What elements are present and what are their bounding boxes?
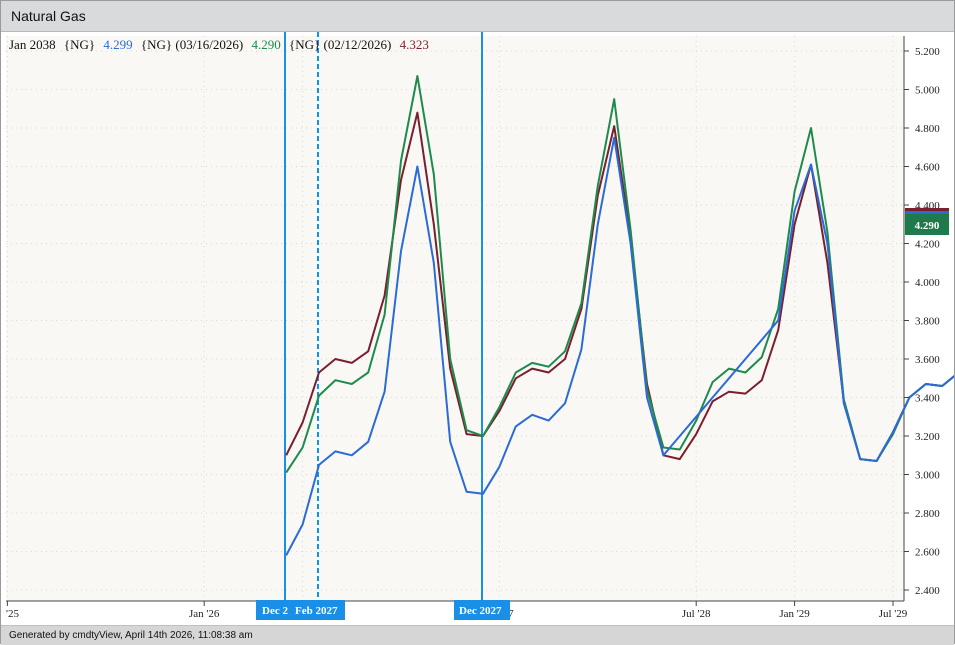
- series-line-1: [285, 136, 955, 556]
- legend-prefix: Jan 2038: [9, 37, 56, 52]
- series-group: [285, 75, 955, 556]
- y-tick-label: 2.800: [915, 508, 940, 520]
- cursor-label-3-bg: [454, 600, 510, 620]
- y-tick-label: 3.800: [915, 316, 940, 328]
- last-value-badge-blue: [905, 211, 949, 214]
- last-value-text: 4.290: [915, 220, 940, 232]
- y-tick-label: 5.000: [915, 85, 940, 97]
- y-tick-label: 4.600: [915, 162, 940, 174]
- legend-label-2: {NG} (03/16/2026): [141, 37, 243, 52]
- cursor-label-2: Feb 2027: [295, 605, 338, 617]
- legend: Jan 2038 {NG} 4.299 {NG} (03/16/2026) 4.…: [9, 37, 429, 52]
- footer-bar: Generated by cmdtyView, April 14th 2026,…: [1, 625, 954, 645]
- x-tick-label: Jul '28: [682, 608, 711, 620]
- chart-svg[interactable]: 2.400 2.600 2.800 3.000 3.200 3.400 3.600 3.800…: [1, 32, 955, 625]
- cursor-label-1-group[interactable]: Dec 2 Feb 2027: [256, 600, 345, 620]
- footer-text: Generated by cmdtyView, April 14th 2026,…: [9, 630, 253, 641]
- x-tick-label: '25: [6, 608, 19, 620]
- y-axis-ticks: 2.400 2.600 2.800 3.000 3.200 3.400 3.600 3.800…: [904, 46, 940, 597]
- x-tick-label: Jul '29: [879, 608, 908, 620]
- cursor-label-1-bg: [256, 600, 345, 620]
- legend-label-3: {NG} (02/12/2026): [289, 37, 391, 52]
- y-tick-label: 4.200: [915, 239, 940, 251]
- chart-area[interactable]: 2.400 2.600 2.800 3.000 3.200 3.400 3.600 3.800…: [1, 32, 955, 625]
- plot-background: [6, 36, 904, 601]
- y-tick-label: 2.600: [915, 547, 940, 559]
- y-tick-label: 3.000: [915, 470, 940, 482]
- last-value-badge-green: [905, 214, 949, 235]
- x-tick-label: Jan '29: [779, 608, 810, 620]
- legend-value-3: 4.323: [400, 37, 429, 52]
- legend-value-2: 4.290: [252, 37, 281, 52]
- grid-lines: [6, 36, 904, 601]
- x-tick-label: Jan '26: [189, 608, 220, 620]
- cursor-lines: [284, 32, 483, 601]
- last-value-badge: 4.290: [905, 208, 949, 235]
- legend-value-1: 4.299: [103, 37, 132, 52]
- y-tick-label: 4.800: [915, 123, 940, 135]
- window-title: Natural Gas: [11, 8, 86, 24]
- y-tick-label: 4.000: [915, 277, 940, 289]
- last-value-badge-red: [905, 208, 949, 213]
- cursor-label-1: Dec 2: [262, 605, 288, 617]
- y-tick-label: 3.400: [915, 393, 940, 405]
- y-tick-label: 3.600: [915, 354, 940, 366]
- cursor-label-3-group[interactable]: Dec 2027: [454, 600, 510, 620]
- y-tick-label: 3.200: [915, 431, 940, 443]
- y-tick-label: 2.400: [915, 585, 940, 597]
- title-bar: Natural Gas: [1, 1, 954, 32]
- legend-label-1: {NG}: [64, 37, 95, 52]
- y-tick-label: 5.200: [915, 46, 940, 58]
- cursor-label-3: Dec 2027: [459, 605, 502, 617]
